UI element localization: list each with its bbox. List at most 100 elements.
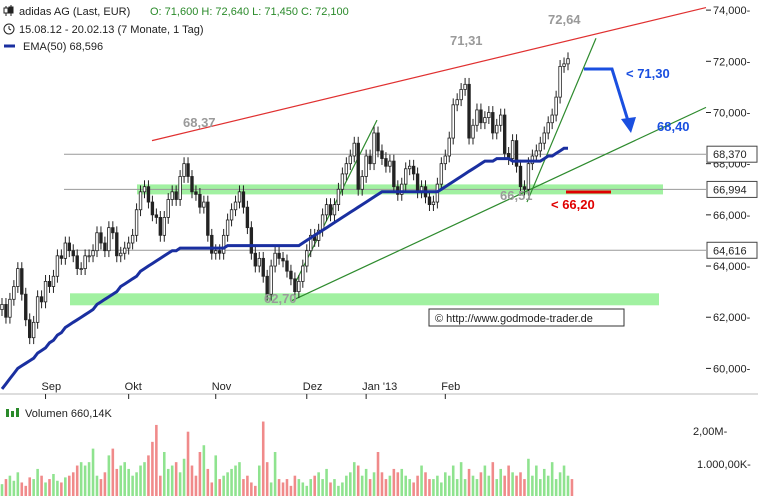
volume-bar <box>550 462 554 496</box>
annotation-peak-sep: 68,37 <box>183 115 216 130</box>
volume-bar <box>503 475 506 496</box>
volume-bar <box>479 472 483 496</box>
volume-bar <box>293 475 297 496</box>
candle <box>522 186 527 190</box>
volume-bar <box>388 475 392 496</box>
volume-bar <box>321 479 324 496</box>
candle <box>324 204 329 216</box>
volume-bar <box>111 448 115 496</box>
x-tick-label: Jan '13 <box>362 381 397 393</box>
volume-bar <box>20 482 24 496</box>
candle <box>182 163 186 177</box>
volume-bar <box>139 465 142 496</box>
candle <box>24 293 28 321</box>
volume-bar <box>349 472 352 496</box>
candle <box>510 140 515 159</box>
volume-bar <box>341 482 344 496</box>
candle <box>487 112 491 119</box>
candle <box>534 150 539 157</box>
candle <box>119 252 123 257</box>
candle <box>340 173 345 190</box>
candle <box>257 257 261 267</box>
candle <box>0 304 4 310</box>
volume-bar <box>257 465 261 496</box>
volume-bar <box>475 479 479 496</box>
volume-bar <box>531 475 534 496</box>
volume-bar <box>345 475 348 496</box>
annotation-stop: < 66,20 <box>551 197 595 212</box>
volume-bar <box>170 465 174 496</box>
volume-bar <box>246 475 249 496</box>
candle <box>39 296 44 303</box>
candle <box>277 252 281 259</box>
volume-bar <box>28 477 31 496</box>
candle <box>364 155 368 177</box>
candle <box>415 173 420 193</box>
candle <box>174 191 178 200</box>
copyright-text: © http://www.godmode-trader.de <box>435 313 593 325</box>
candle <box>35 296 40 323</box>
volume-bar <box>115 468 119 496</box>
volume-bar <box>459 462 463 496</box>
x-tick-label: Okt <box>125 381 142 393</box>
copyright-box: © http://www.godmode-trader.de <box>428 308 625 327</box>
volume-bar <box>499 468 502 496</box>
candle <box>12 286 16 300</box>
volume-bar <box>356 465 360 496</box>
volume-bar <box>404 475 408 496</box>
y-axis: 60,000-62,000-64,000-66,000-68,000-70,00… <box>706 5 751 375</box>
volume-bar <box>523 479 526 496</box>
volume-bar <box>0 484 4 496</box>
candle <box>309 234 313 252</box>
volume-bar <box>384 479 388 496</box>
candle <box>293 278 297 293</box>
x-tick-label: Dez <box>303 381 323 393</box>
y-tick-label: 74,000- <box>713 5 751 17</box>
volume-bar <box>166 468 170 496</box>
candle <box>431 201 436 206</box>
candle <box>31 321 36 339</box>
volume-bar <box>539 479 542 496</box>
candle <box>269 265 273 295</box>
volume-bar <box>289 485 293 496</box>
candle <box>59 255 64 259</box>
price-box-2 <box>706 180 758 198</box>
candle <box>514 140 519 167</box>
volume-bar <box>48 479 51 496</box>
price-panel: 60,000-62,000-64,000-66,000-68,000-70,00… <box>0 5 758 399</box>
volume-bar <box>91 448 95 496</box>
chart-header: adidas AG (Last, EUR) O: 71,600 H: 72,64… <box>3 5 349 53</box>
volume-bar <box>309 479 313 496</box>
candle <box>75 255 79 269</box>
volume-bars <box>0 421 574 496</box>
candle <box>134 209 139 236</box>
candle <box>471 124 475 139</box>
candle <box>221 234 226 254</box>
candle <box>411 165 416 175</box>
candle <box>87 255 91 258</box>
volume-bar <box>495 479 499 496</box>
volume-bar <box>273 452 277 496</box>
candle <box>491 112 495 134</box>
price-legend-icon <box>3 5 14 16</box>
candle <box>178 176 182 200</box>
volume-bar <box>301 482 305 496</box>
candle <box>55 255 60 277</box>
date-range: 15.08.12 - 20.02.13 (7 Monate, 1 Tag) <box>19 24 203 36</box>
candle <box>154 214 159 218</box>
candle <box>459 89 463 101</box>
volume-bar <box>471 475 475 496</box>
candle <box>518 165 523 188</box>
candle <box>166 199 170 218</box>
candle <box>384 158 388 167</box>
volume-bar <box>107 455 111 496</box>
volume-bar <box>174 462 178 496</box>
annotation-target-2: 68,40 <box>657 119 690 134</box>
volume-bar <box>4 479 8 496</box>
volume-bar <box>285 479 289 496</box>
candle <box>4 304 8 318</box>
candle <box>407 165 412 170</box>
target-arrow <box>584 67 636 133</box>
candle <box>158 217 163 236</box>
volume-bar <box>147 455 150 496</box>
